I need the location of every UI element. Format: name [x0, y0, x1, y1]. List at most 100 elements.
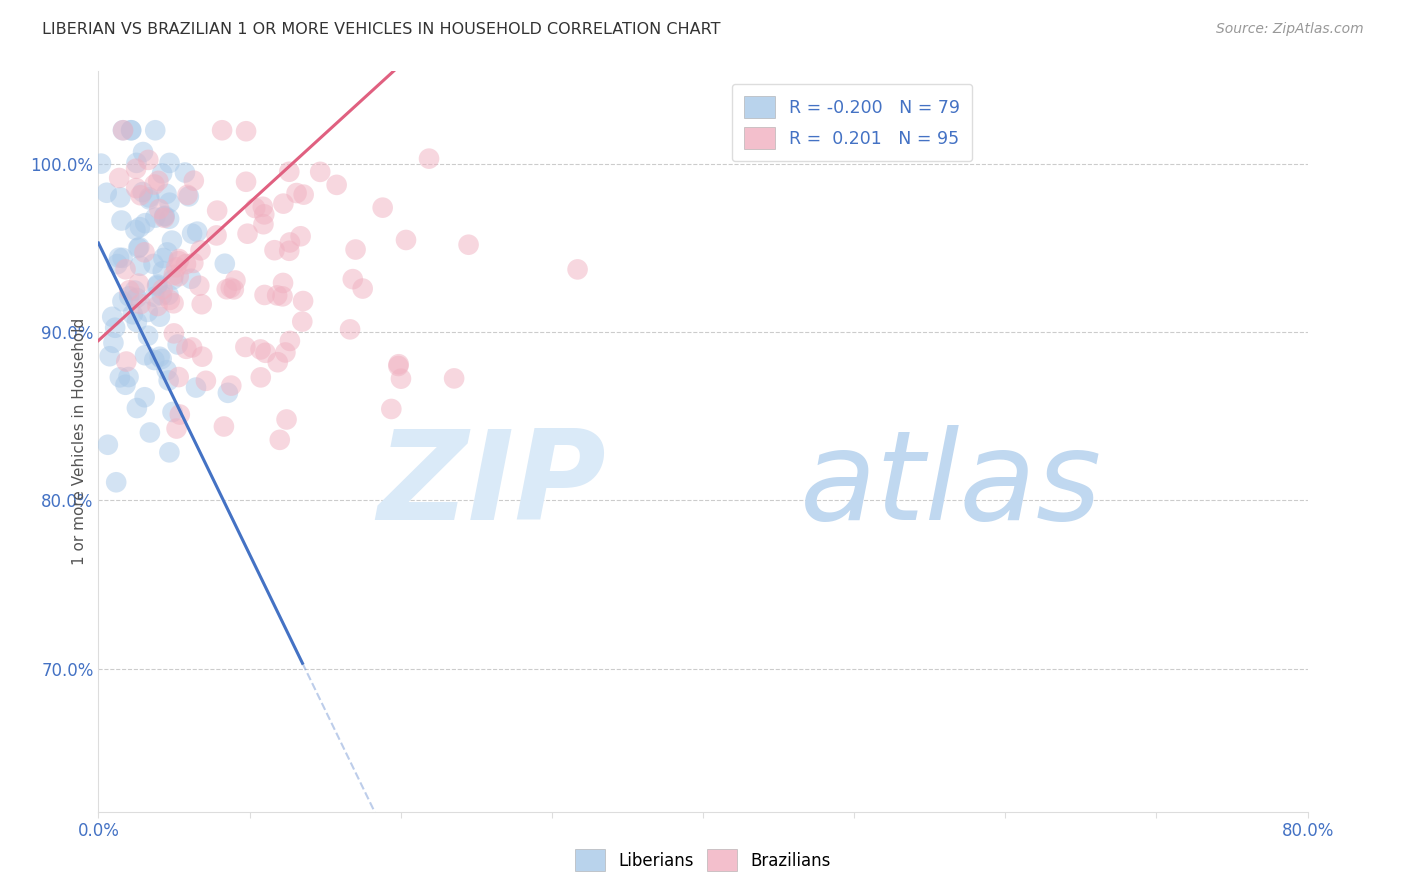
Point: [136, 153, 159, 167]
Point: [184, 380, 207, 394]
Point: [176, 188, 198, 202]
Point: [118, 283, 141, 297]
Point: [139, 425, 162, 440]
Point: [457, 237, 479, 252]
Point: [291, 315, 314, 329]
Point: [134, 216, 156, 230]
Point: [114, 262, 136, 277]
Point: [163, 326, 186, 341]
Point: [278, 235, 301, 250]
Point: [155, 186, 177, 201]
Point: [188, 278, 211, 293]
Point: [127, 241, 149, 255]
Point: [181, 227, 204, 241]
Point: [167, 254, 190, 268]
Point: [131, 185, 153, 199]
Text: LIBERIAN VS BRAZILIAN 1 OR MORE VEHICLES IN HOUSEHOLD CORRELATION CHART: LIBERIAN VS BRAZILIAN 1 OR MORE VEHICLES…: [42, 22, 721, 37]
Point: [169, 408, 191, 422]
Point: [190, 297, 212, 311]
Point: [162, 296, 184, 310]
Point: [274, 345, 297, 359]
Point: [111, 251, 134, 265]
Point: [254, 346, 277, 360]
Y-axis label: 1 or more Vehicles in Household: 1 or more Vehicles in Household: [72, 318, 87, 566]
Point: [222, 282, 245, 296]
Point: [152, 282, 174, 296]
Point: [125, 156, 148, 170]
Point: [101, 310, 124, 324]
Point: [243, 201, 266, 215]
Point: [108, 171, 131, 186]
Point: [290, 229, 312, 244]
Point: [249, 370, 271, 384]
Point: [129, 220, 152, 235]
Point: [143, 290, 166, 304]
Point: [387, 359, 409, 373]
Point: [190, 244, 212, 258]
Point: [342, 272, 364, 286]
Point: [117, 370, 139, 384]
Point: [174, 165, 197, 179]
Legend: R = -0.200   N = 79, R =  0.201   N = 95: R = -0.200 N = 79, R = 0.201 N = 95: [733, 84, 973, 161]
Point: [134, 348, 156, 362]
Point: [90, 156, 112, 170]
Point: [176, 342, 198, 356]
Point: [105, 257, 128, 271]
Point: [143, 211, 166, 225]
Point: [124, 223, 146, 237]
Point: [167, 370, 190, 384]
Point: [157, 211, 180, 226]
Point: [114, 377, 136, 392]
Point: [180, 272, 202, 286]
Point: [418, 152, 440, 166]
Point: [129, 259, 152, 273]
Point: [125, 315, 148, 329]
Point: [266, 288, 288, 302]
Point: [276, 412, 298, 426]
Point: [153, 209, 176, 223]
Point: [110, 213, 132, 227]
Point: [146, 277, 169, 292]
Point: [395, 233, 418, 247]
Point: [143, 178, 166, 192]
Point: [146, 279, 169, 293]
Point: [292, 293, 315, 308]
Point: [138, 190, 160, 204]
Point: [212, 419, 235, 434]
Point: [150, 351, 173, 366]
Point: [214, 257, 236, 271]
Point: [163, 268, 186, 282]
Point: [217, 385, 239, 400]
Point: [271, 276, 294, 290]
Point: [253, 288, 276, 302]
Point: [215, 282, 238, 296]
Point: [389, 372, 412, 386]
Point: [174, 257, 197, 271]
Point: [149, 310, 172, 324]
Point: [143, 353, 166, 368]
Point: [134, 390, 156, 404]
Text: atlas: atlas: [800, 425, 1102, 547]
Text: ZIP: ZIP: [378, 425, 606, 547]
Point: [252, 217, 274, 231]
Point: [221, 378, 243, 392]
Point: [236, 227, 259, 241]
Point: [153, 210, 176, 224]
Point: [115, 354, 138, 368]
Point: [142, 257, 165, 271]
Point: [98, 349, 121, 363]
Point: [118, 289, 141, 303]
Point: [186, 225, 208, 239]
Point: [183, 256, 205, 270]
Point: [134, 245, 156, 260]
Point: [271, 289, 294, 303]
Point: [235, 340, 257, 354]
Point: [150, 288, 173, 302]
Point: [249, 343, 271, 357]
Point: [155, 363, 177, 377]
Point: [112, 123, 135, 137]
Point: [96, 186, 118, 200]
Point: [567, 262, 589, 277]
Point: [162, 272, 184, 286]
Point: [110, 190, 132, 204]
